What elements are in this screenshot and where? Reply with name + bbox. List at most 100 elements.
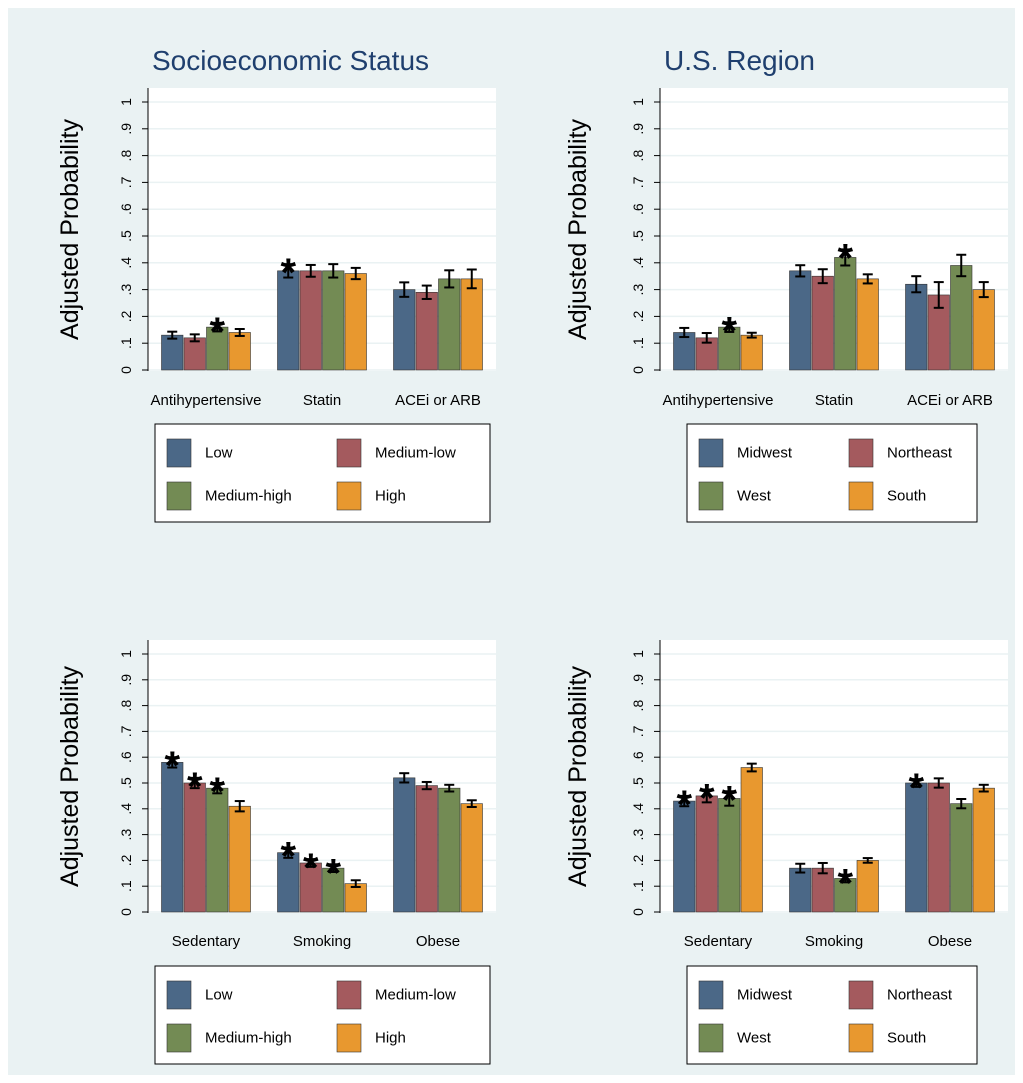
legend: Low Medium-low Medium-high High <box>154 423 491 523</box>
y-tick-label: .3 <box>118 829 134 841</box>
y-tick-label: .1 <box>118 337 134 349</box>
bar <box>183 337 206 371</box>
bar <box>393 289 416 371</box>
legend-box <box>686 965 978 1065</box>
legend-label: High <box>375 1030 406 1047</box>
category-label: Sedentary <box>172 933 241 950</box>
y-axis-label: Adjusted Probability <box>564 666 592 887</box>
bar <box>927 782 950 913</box>
y-tick-label: .5 <box>118 777 134 789</box>
legend-label: Midwest <box>737 987 793 1004</box>
plot-area <box>148 640 496 913</box>
y-tick-label: 0 <box>630 366 646 374</box>
bar <box>811 275 834 371</box>
legend-swatch <box>336 1023 362 1053</box>
y-tick-label: .4 <box>118 257 134 269</box>
chart-panel: 0 .1 .2 .3 .4 .5 .6 .7 .8 .9 1 U.S. Region Adjusted … <box>564 45 1008 523</box>
plot-area <box>660 640 1008 913</box>
legend-label: West <box>737 488 772 505</box>
category-label: ACEi or ARB <box>395 392 481 409</box>
legend-swatch <box>166 438 192 468</box>
y-tick-label: 1 <box>630 98 646 106</box>
category-label: Sedentary <box>684 933 753 950</box>
bar <box>228 332 251 371</box>
legend-swatch <box>166 980 192 1010</box>
legend-swatch <box>336 481 362 511</box>
category-label: Antihypertensive <box>151 392 262 409</box>
y-tick-label: 1 <box>630 650 646 658</box>
legend-label: Low <box>205 445 233 462</box>
legend-label: High <box>375 488 406 505</box>
y-tick-label: .5 <box>630 777 646 789</box>
significance-star: * <box>721 778 737 822</box>
bar <box>905 283 928 371</box>
y-tick-label: .1 <box>630 337 646 349</box>
legend: Midwest Northeast West South <box>686 965 978 1065</box>
category-label: Statin <box>815 392 853 409</box>
legend-label: Medium-high <box>205 1030 292 1047</box>
chart-panel: 0 .1 .2 .3 .4 .5 .6 .7 .8 .9 1 Socioeconomic Status… <box>56 45 496 523</box>
significance-star: * <box>280 251 296 295</box>
significance-star: * <box>721 309 737 353</box>
significance-star: * <box>164 744 180 788</box>
legend-swatch <box>698 1023 724 1053</box>
bar <box>415 785 438 913</box>
chart-title: U.S. Region <box>664 45 815 76</box>
significance-star: * <box>837 236 853 280</box>
legend-label: Northeast <box>887 445 953 462</box>
plot-area <box>148 88 496 371</box>
bar <box>460 803 483 913</box>
significance-star: * <box>908 766 924 810</box>
bar <box>415 291 438 371</box>
legend: Low Medium-low Medium-high High <box>154 965 491 1065</box>
y-axis-label: Adjusted Probability <box>56 666 84 887</box>
y-tick-label: .6 <box>630 751 646 763</box>
legend-swatch <box>698 980 724 1010</box>
y-axis-label: Adjusted Probability <box>56 119 84 340</box>
legend-swatch <box>848 1023 874 1053</box>
y-tick-label: .9 <box>630 674 646 686</box>
y-tick-label: .4 <box>118 803 134 815</box>
y-tick-label: .2 <box>118 854 134 866</box>
y-tick-label: .6 <box>118 203 134 215</box>
legend-swatch <box>336 980 362 1010</box>
significance-star: * <box>209 770 225 814</box>
legend-label: Northeast <box>887 987 953 1004</box>
chart-panel: 0 .1 .2 .3 .4 .5 .6 .7 .8 .9 1 Adjusted Probability… <box>564 640 1008 1065</box>
legend-swatch <box>698 438 724 468</box>
bar <box>740 767 763 913</box>
y-axis-label: Adjusted Probability <box>564 119 592 340</box>
y-tick-label: 1 <box>118 650 134 658</box>
bar <box>972 787 995 913</box>
bar <box>438 787 461 913</box>
legend-label: Medium-low <box>375 445 456 462</box>
significance-star: * <box>325 851 341 895</box>
y-tick-label: .7 <box>630 176 646 188</box>
legend-box <box>154 965 491 1065</box>
bar <box>972 289 995 371</box>
category-label: Smoking <box>293 933 351 950</box>
y-tick-label: .1 <box>118 880 134 892</box>
plot-area <box>660 88 1008 371</box>
y-tick-label: .9 <box>118 674 134 686</box>
y-tick-label: .8 <box>630 700 646 712</box>
bar <box>789 867 812 913</box>
category-label: Obese <box>416 933 460 950</box>
category-label: Smoking <box>805 933 863 950</box>
y-tick-label: .2 <box>630 854 646 866</box>
legend-label: West <box>737 1030 772 1047</box>
y-tick-label: .7 <box>630 725 646 737</box>
bar <box>856 278 879 371</box>
y-tick-label: .6 <box>630 203 646 215</box>
y-tick-label: 0 <box>630 908 646 916</box>
y-tick-label: .4 <box>630 803 646 815</box>
bar <box>460 278 483 371</box>
y-tick-label: .3 <box>630 829 646 841</box>
significance-star: * <box>303 846 319 890</box>
category-label: Antihypertensive <box>663 392 774 409</box>
legend-swatch <box>848 980 874 1010</box>
legend-label: South <box>887 1030 926 1047</box>
category-label: ACEi or ARB <box>907 392 993 409</box>
bar <box>344 273 367 371</box>
